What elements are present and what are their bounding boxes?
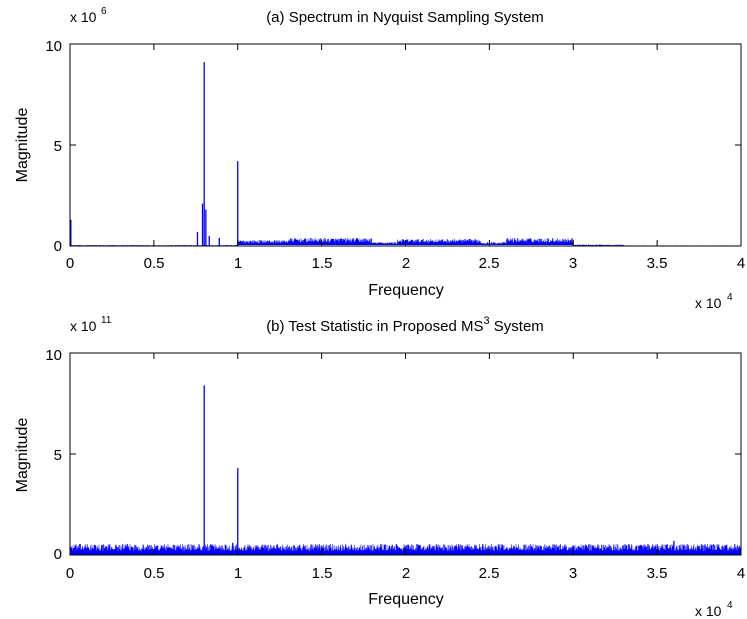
chart-b-y-multiplier-exp: 11: [101, 315, 112, 326]
chart-a-x-tick-label: 1.5: [312, 255, 333, 272]
chart-b-plot-area: [69, 352, 742, 556]
chart-b-x-tick-label: 1: [234, 565, 242, 582]
chart-b-x-tick-labels: 0 0.5 1 1.5 2 2.5 3 3.5 4: [66, 565, 745, 582]
chart-b-x-tick-label: 0.5: [144, 565, 165, 582]
axes-frame: [69, 43, 742, 247]
chart-a-x-tick-labels: 0 0.5 1 1.5 2 2.5 3 3.5 4: [66, 255, 745, 272]
chart-a-x-multiplier-base: x 10: [695, 295, 722, 311]
chart-a-plot-area: [69, 43, 742, 247]
chart-b-title-main: (b) Test Statistic in Proposed MS: [266, 318, 483, 335]
chart-b-title: (b) Test Statistic in Proposed MS3 Syste…: [266, 315, 544, 335]
chart-a-title: (a) Spectrum in Nyquist Sampling System: [266, 9, 544, 26]
chart-a-ylabel: Magnitude: [14, 108, 31, 183]
chart-a-x-tick-label: 0: [66, 255, 74, 272]
chart-a-y-multiplier-exp: 6: [101, 6, 107, 17]
chart-b-y-multiplier-base: x 10: [70, 318, 97, 334]
chart-b: (b) Test Statistic in Proposed MS3 Syste…: [14, 315, 745, 619]
chart-a-x-tick-label: 3.5: [647, 255, 668, 272]
chart-a-x-multiplier: x 10 4: [695, 292, 733, 311]
chart-b-y-tick-labels: 0 5 10: [45, 347, 62, 563]
chart-a-y-tick-labels: 0 5 10: [45, 38, 62, 255]
chart-b-x-tick-label: 2.5: [479, 565, 500, 582]
chart-b-x-tick-label: 1.5: [312, 565, 333, 582]
chart-b-y-tick-label: 5: [54, 447, 62, 464]
chart-a-x-tick-label: 1: [234, 255, 242, 272]
chart-a-x-tick-label: 0.5: [144, 255, 165, 272]
chart-b-ylabel: Magnitude: [14, 418, 31, 493]
chart-b-y-multiplier: x 10 11: [70, 315, 112, 334]
chart-a-y-multiplier: x 10 6: [70, 6, 107, 25]
chart-a-y-tick-label: 5: [54, 138, 62, 155]
chart-a-x-tick-label: 4: [737, 255, 745, 272]
chart-b-x-multiplier-base: x 10: [695, 603, 722, 619]
chart-b-xlabel: Frequency: [368, 591, 444, 608]
chart-b-title-suffix: System: [490, 318, 544, 335]
chart-b-x-multiplier-exp: 4: [727, 600, 733, 611]
axes-frame: [69, 352, 742, 556]
chart-b-y-tick-label: 0: [54, 546, 62, 563]
chart-a-y-tick-label: 0: [54, 238, 62, 255]
chart-b-x-tick-label: 0: [66, 565, 74, 582]
chart-b-x-multiplier: x 10 4: [695, 600, 733, 619]
svg-text:(b) Test Statistic in Proposed: (b) Test Statistic in Proposed MS3 Syste…: [266, 315, 544, 335]
chart-a-xlabel: Frequency: [368, 282, 444, 299]
chart-b-y-tick-label: 10: [45, 347, 62, 364]
chart-a-x-tick-label: 2.5: [479, 255, 500, 272]
chart-a-y-multiplier-base: x 10: [70, 9, 97, 25]
chart-b-x-tick-label: 3: [569, 565, 577, 582]
chart-a: (a) Spectrum in Nyquist Sampling System …: [14, 6, 745, 311]
chart-b-title-superscript: 3: [484, 315, 490, 327]
chart-a-x-tick-label: 2: [402, 255, 410, 272]
chart-a-y-tick-label: 10: [45, 38, 62, 55]
chart-b-x-tick-label: 3.5: [647, 565, 668, 582]
chart-b-x-tick-label: 2: [402, 565, 410, 582]
chart-a-x-multiplier-exp: 4: [727, 292, 733, 303]
chart-b-x-tick-label: 4: [737, 565, 745, 582]
chart-a-x-tick-label: 3: [569, 255, 577, 272]
